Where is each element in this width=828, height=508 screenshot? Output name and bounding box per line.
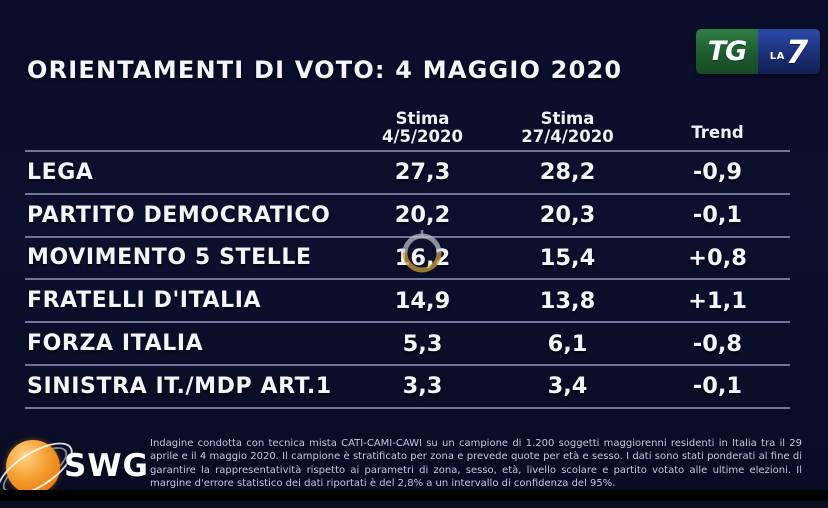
stima-previous-value: 13,8 <box>539 287 596 314</box>
page-title: ORIENTAMENTI DI VOTO: 4 MAGGIO 2020 <box>27 56 623 84</box>
party-name: MOVIMENTO 5 STELLE <box>27 245 312 271</box>
party-name: SINISTRA IT./MDP ART.1 <box>27 373 332 399</box>
tgla7-logo: TG LA 7 <box>696 29 820 74</box>
stima-current-value: 27,3 <box>394 159 451 186</box>
la7-logo-seven-text: 7 <box>785 32 809 71</box>
stima-previous-value: 6,1 <box>547 330 588 357</box>
tg-logo-box: TG <box>696 29 758 74</box>
swg-planet-icon <box>6 440 60 494</box>
tg-logo-text: TG <box>707 36 748 67</box>
header-stima-current: Stima 4/5/2020 <box>355 108 490 147</box>
trend-value: -0,8 <box>692 330 743 357</box>
trend-value: +0,8 <box>688 244 747 271</box>
stima-previous-value: 20,3 <box>539 202 596 229</box>
header-stima-previous-line1: Stima <box>540 108 595 128</box>
party-name: FORZA ITALIA <box>27 331 204 357</box>
methodology-disclaimer: Indagine condotta con tecnica mista CATI… <box>150 438 802 489</box>
header-stima-previous-line2: 27/4/2020 <box>521 127 614 147</box>
la7-logo-box: LA 7 <box>758 29 820 74</box>
table-row-lega: LEGA 27,3 28,2 -0,9 <box>25 152 790 195</box>
watermark-ring-icon <box>402 230 442 273</box>
party-name: FRATELLI D'ITALIA <box>27 288 262 314</box>
trend-value: +1,1 <box>688 287 747 314</box>
stima-current-value: 14,9 <box>394 287 451 314</box>
swg-logo-text: SWG <box>64 448 149 484</box>
header-trend: Trend <box>691 123 744 143</box>
party-name: PARTITO DEMOCRATICO <box>27 202 331 228</box>
stima-current-value: 20,2 <box>394 202 451 229</box>
header-stima-current-line2: 4/5/2020 <box>382 127 463 147</box>
stima-current-value: 3,3 <box>402 373 443 400</box>
party-name: LEGA <box>27 159 94 185</box>
trend-value: -0,9 <box>692 159 743 186</box>
trend-value: -0,1 <box>692 202 743 229</box>
la7-logo-la-text: LA <box>769 51 785 62</box>
header-stima-current-line1: Stima <box>395 108 450 128</box>
table-row-fi: FORZA ITALIA 5,3 6,1 -0,8 <box>25 323 790 366</box>
bottom-black-bar <box>0 490 828 501</box>
swg-logo: SWG <box>0 431 150 508</box>
header-stima-previous: Stima 27/4/2020 <box>490 108 645 147</box>
table-row-pd: PARTITO DEMOCRATICO 20,2 20,3 -0,1 <box>25 195 790 238</box>
table-row-sinistra: SINISTRA IT./MDP ART.1 3,3 3,4 -0,1 <box>25 366 790 409</box>
stima-previous-value: 15,4 <box>539 244 596 271</box>
trend-value: -0,1 <box>692 373 743 400</box>
stima-current-value: 5,3 <box>402 330 443 357</box>
stima-previous-value: 3,4 <box>547 373 588 400</box>
stima-previous-value: 28,2 <box>539 159 596 186</box>
table-row-fdi: FRATELLI D'ITALIA 14,9 13,8 +1,1 <box>25 280 790 324</box>
table-header-row: Stima 4/5/2020 Stima 27/4/2020 Trend <box>25 108 790 152</box>
